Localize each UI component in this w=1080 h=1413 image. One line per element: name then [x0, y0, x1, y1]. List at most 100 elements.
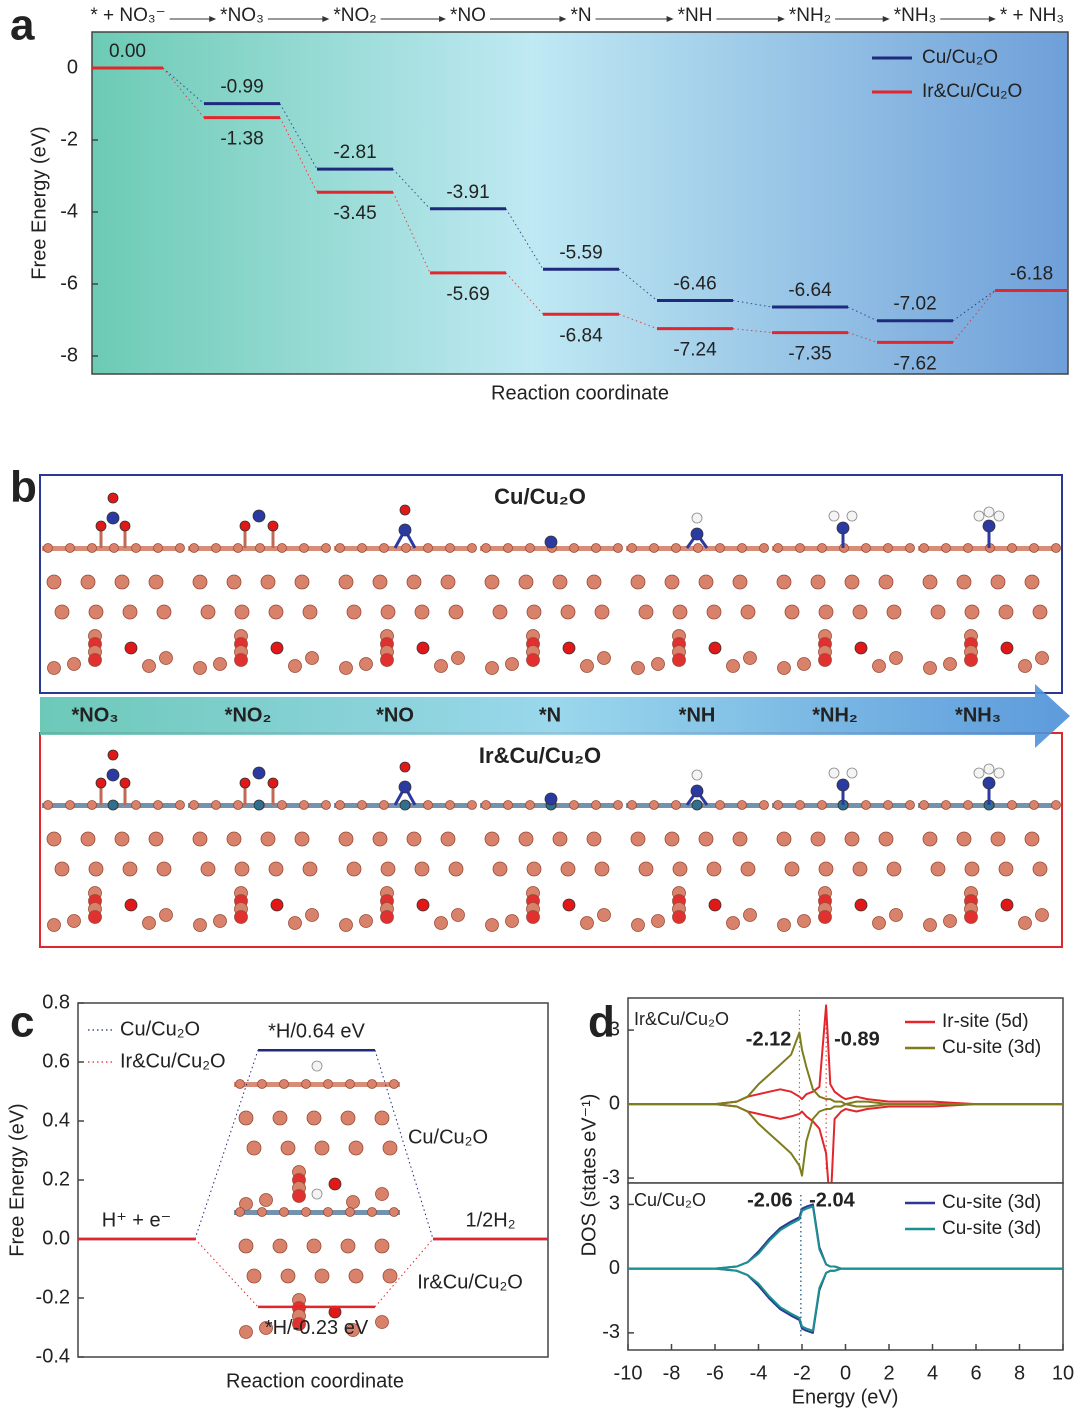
y-tick-label: -2: [60, 128, 78, 150]
atom: [346, 861, 362, 877]
atom: [672, 861, 688, 877]
atom: [401, 543, 411, 553]
atom: [398, 523, 412, 537]
atom: [481, 543, 491, 553]
atom: [1007, 543, 1017, 553]
atom: [389, 1207, 399, 1217]
atom: [451, 651, 465, 665]
atom: [613, 800, 623, 810]
atom: [416, 898, 430, 912]
connector: [392, 168, 431, 210]
atom: [878, 574, 894, 590]
atom: [630, 831, 646, 847]
atom: [743, 651, 757, 665]
atom: [672, 604, 688, 620]
atom: [260, 831, 276, 847]
atom: [905, 800, 915, 810]
atom: [380, 861, 396, 877]
subplot-frame: [627, 1182, 1064, 1351]
atom: [591, 543, 601, 553]
x-axis-label: Energy (eV): [792, 1386, 899, 1408]
step-label: *NO: [376, 704, 414, 726]
atom: [503, 543, 513, 553]
atom: [505, 657, 519, 671]
connector: [162, 67, 205, 105]
atom: [88, 910, 102, 924]
connector: [374, 1050, 434, 1240]
atom: [346, 1323, 360, 1337]
atom: [544, 792, 558, 806]
value-label: -7.35: [788, 344, 831, 365]
atom: [846, 510, 858, 522]
legend-label: Ir&Cu/Cu₂O: [120, 1050, 226, 1072]
y-tick-label: 0.2: [42, 1168, 70, 1190]
atom: [328, 1177, 342, 1191]
x-tick-label: 10: [1052, 1362, 1074, 1384]
value-label: -7.02: [893, 294, 936, 315]
atom: [998, 861, 1014, 877]
atom: [691, 769, 703, 781]
atom: [153, 543, 163, 553]
atom: [698, 574, 714, 590]
atom: [414, 604, 430, 620]
atom: [406, 831, 422, 847]
atom: [817, 800, 827, 810]
atom: [277, 543, 287, 553]
atom: [1032, 861, 1048, 877]
atom: [339, 918, 353, 932]
legend-label: Cu-site (3d): [942, 1192, 1041, 1213]
atom: [200, 861, 216, 877]
row-title: Cu/Cu₂O: [494, 484, 586, 509]
atom: [544, 535, 558, 549]
atom: [973, 767, 985, 779]
atom: [638, 861, 654, 877]
atom: [279, 1079, 289, 1089]
atom: [560, 861, 576, 877]
atom: [346, 1195, 360, 1209]
legend-label: Cu/Cu₂O: [120, 1018, 200, 1040]
atom: [292, 1189, 306, 1203]
atom: [964, 604, 980, 620]
atom: [159, 651, 173, 665]
atom: [189, 543, 199, 553]
atom: [46, 574, 62, 590]
atom: [414, 861, 430, 877]
atom: [922, 831, 938, 847]
atom: [706, 604, 722, 620]
atom: [434, 916, 448, 930]
atom: [560, 604, 576, 620]
atom: [445, 800, 455, 810]
legend-label: Cu-site (3d): [942, 1218, 1041, 1239]
step-label: *NH₂: [789, 5, 831, 26]
atom: [963, 800, 973, 810]
atom: [131, 800, 141, 810]
atom: [270, 641, 284, 655]
y-tick-label: 0: [67, 56, 78, 78]
atom: [348, 1268, 364, 1284]
atom: [67, 914, 81, 928]
atom: [54, 861, 70, 877]
atom: [268, 861, 284, 877]
atom: [485, 918, 499, 932]
plot-frame: [77, 1002, 549, 1358]
surface: [234, 1210, 400, 1215]
atom: [338, 574, 354, 590]
atom: [335, 543, 345, 553]
atom: [715, 543, 725, 553]
atom: [234, 861, 250, 877]
atom: [844, 831, 860, 847]
atom: [389, 1079, 399, 1089]
step-arrow-band: [40, 684, 1070, 748]
atom: [708, 641, 722, 655]
atom: [597, 651, 611, 665]
row-title: Ir&Cu/Cu₂O: [479, 743, 601, 768]
atom: [846, 767, 858, 779]
atom: [810, 574, 826, 590]
atom: [259, 1321, 273, 1335]
atom: [631, 661, 645, 675]
atom: [399, 799, 411, 811]
atom: [448, 604, 464, 620]
atom: [526, 861, 542, 877]
atom: [773, 800, 783, 810]
legend-label: Cu/Cu₂O: [922, 47, 998, 68]
